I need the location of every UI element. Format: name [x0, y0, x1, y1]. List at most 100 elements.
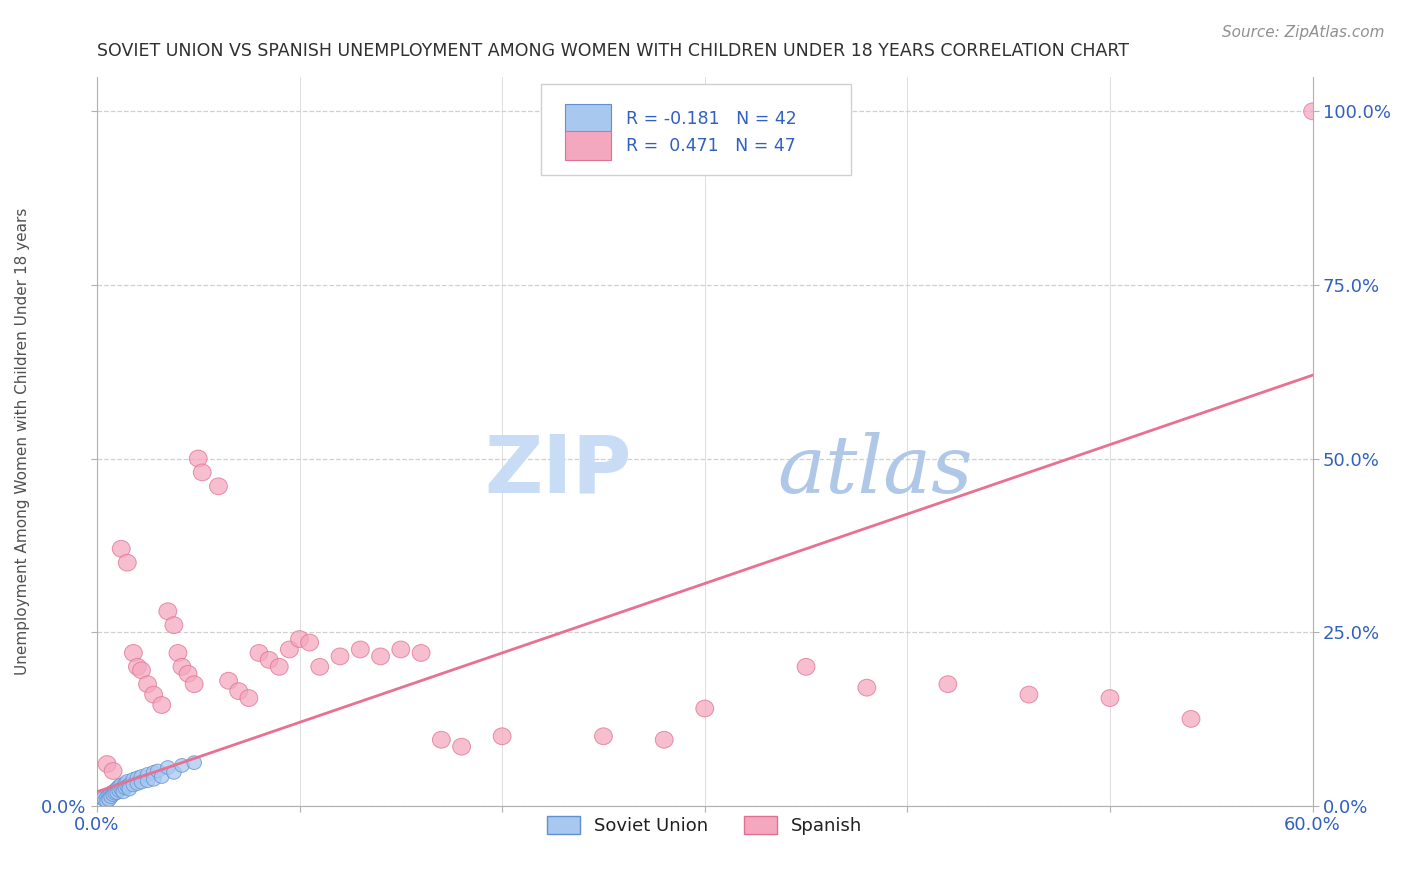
Ellipse shape [114, 778, 128, 792]
Ellipse shape [494, 728, 510, 745]
Ellipse shape [270, 658, 288, 675]
Ellipse shape [301, 634, 319, 651]
Ellipse shape [169, 645, 187, 661]
Ellipse shape [118, 554, 136, 571]
Ellipse shape [250, 645, 269, 661]
Ellipse shape [146, 765, 160, 780]
Ellipse shape [145, 686, 163, 703]
Ellipse shape [595, 728, 613, 745]
Ellipse shape [127, 778, 141, 792]
Ellipse shape [655, 731, 673, 748]
Ellipse shape [112, 541, 131, 558]
Ellipse shape [139, 676, 156, 692]
Ellipse shape [134, 770, 149, 783]
Ellipse shape [118, 777, 132, 790]
Ellipse shape [194, 464, 211, 481]
Ellipse shape [141, 774, 155, 788]
Ellipse shape [166, 765, 181, 780]
Ellipse shape [190, 450, 207, 467]
Ellipse shape [101, 793, 117, 806]
Ellipse shape [797, 658, 815, 675]
Ellipse shape [120, 774, 135, 789]
Ellipse shape [132, 662, 150, 679]
Ellipse shape [219, 673, 238, 690]
Ellipse shape [97, 793, 112, 807]
Ellipse shape [122, 782, 136, 796]
Ellipse shape [114, 782, 128, 796]
Ellipse shape [696, 700, 714, 717]
Ellipse shape [134, 775, 149, 789]
Ellipse shape [939, 676, 957, 692]
Ellipse shape [332, 648, 349, 665]
Ellipse shape [174, 758, 190, 772]
Ellipse shape [352, 641, 370, 658]
Ellipse shape [173, 658, 191, 675]
Ellipse shape [100, 795, 114, 808]
Ellipse shape [179, 665, 197, 682]
Ellipse shape [240, 690, 257, 706]
FancyBboxPatch shape [541, 84, 851, 175]
Text: R =  0.471   N = 47: R = 0.471 N = 47 [626, 136, 796, 155]
Ellipse shape [412, 645, 430, 661]
Ellipse shape [110, 786, 125, 799]
Ellipse shape [1019, 686, 1038, 703]
Y-axis label: Unemployment Among Women with Children Under 18 years: Unemployment Among Women with Children U… [15, 208, 30, 675]
Text: SOVIET UNION VS SPANISH UNEMPLOYMENT AMONG WOMEN WITH CHILDREN UNDER 18 YEARS CO: SOVIET UNION VS SPANISH UNEMPLOYMENT AMO… [97, 42, 1129, 60]
Ellipse shape [159, 603, 177, 620]
Ellipse shape [112, 783, 127, 797]
Ellipse shape [153, 697, 170, 714]
Ellipse shape [280, 641, 298, 658]
Ellipse shape [108, 783, 122, 797]
Ellipse shape [105, 788, 121, 802]
Ellipse shape [125, 645, 142, 661]
Ellipse shape [120, 780, 135, 793]
Ellipse shape [128, 658, 146, 675]
Ellipse shape [1303, 103, 1322, 120]
Text: R = -0.181   N = 42: R = -0.181 N = 42 [626, 110, 796, 128]
Ellipse shape [229, 682, 247, 699]
Ellipse shape [311, 658, 329, 675]
Ellipse shape [108, 787, 122, 800]
Text: atlas: atlas [778, 432, 973, 509]
Ellipse shape [98, 756, 115, 772]
FancyBboxPatch shape [565, 131, 612, 161]
Ellipse shape [155, 770, 169, 783]
Ellipse shape [858, 679, 876, 696]
Ellipse shape [115, 785, 131, 798]
Ellipse shape [433, 731, 450, 748]
Ellipse shape [453, 739, 471, 756]
Ellipse shape [187, 756, 201, 770]
Ellipse shape [260, 651, 278, 668]
Ellipse shape [104, 787, 118, 800]
Ellipse shape [118, 780, 132, 795]
Ellipse shape [104, 789, 118, 804]
Ellipse shape [100, 790, 114, 805]
Ellipse shape [127, 772, 141, 786]
Text: ZIP: ZIP [485, 432, 631, 509]
Ellipse shape [105, 785, 121, 798]
Text: Source: ZipAtlas.com: Source: ZipAtlas.com [1222, 25, 1385, 40]
Ellipse shape [209, 478, 228, 495]
Ellipse shape [150, 764, 165, 778]
Ellipse shape [131, 777, 145, 790]
Ellipse shape [392, 641, 409, 658]
Ellipse shape [96, 792, 110, 805]
Legend: Soviet Union, Spanish: Soviet Union, Spanish [538, 806, 872, 844]
Ellipse shape [101, 789, 117, 802]
Ellipse shape [371, 648, 389, 665]
Ellipse shape [146, 772, 160, 786]
Ellipse shape [112, 780, 127, 793]
Ellipse shape [131, 771, 145, 785]
Ellipse shape [291, 631, 308, 648]
FancyBboxPatch shape [565, 104, 612, 134]
Ellipse shape [110, 781, 125, 795]
Ellipse shape [160, 761, 176, 774]
Ellipse shape [186, 676, 202, 692]
Ellipse shape [122, 778, 136, 792]
Ellipse shape [141, 768, 155, 781]
Ellipse shape [1101, 690, 1119, 706]
Ellipse shape [104, 763, 122, 780]
Ellipse shape [115, 780, 131, 795]
Ellipse shape [1182, 711, 1199, 727]
Ellipse shape [165, 616, 183, 633]
